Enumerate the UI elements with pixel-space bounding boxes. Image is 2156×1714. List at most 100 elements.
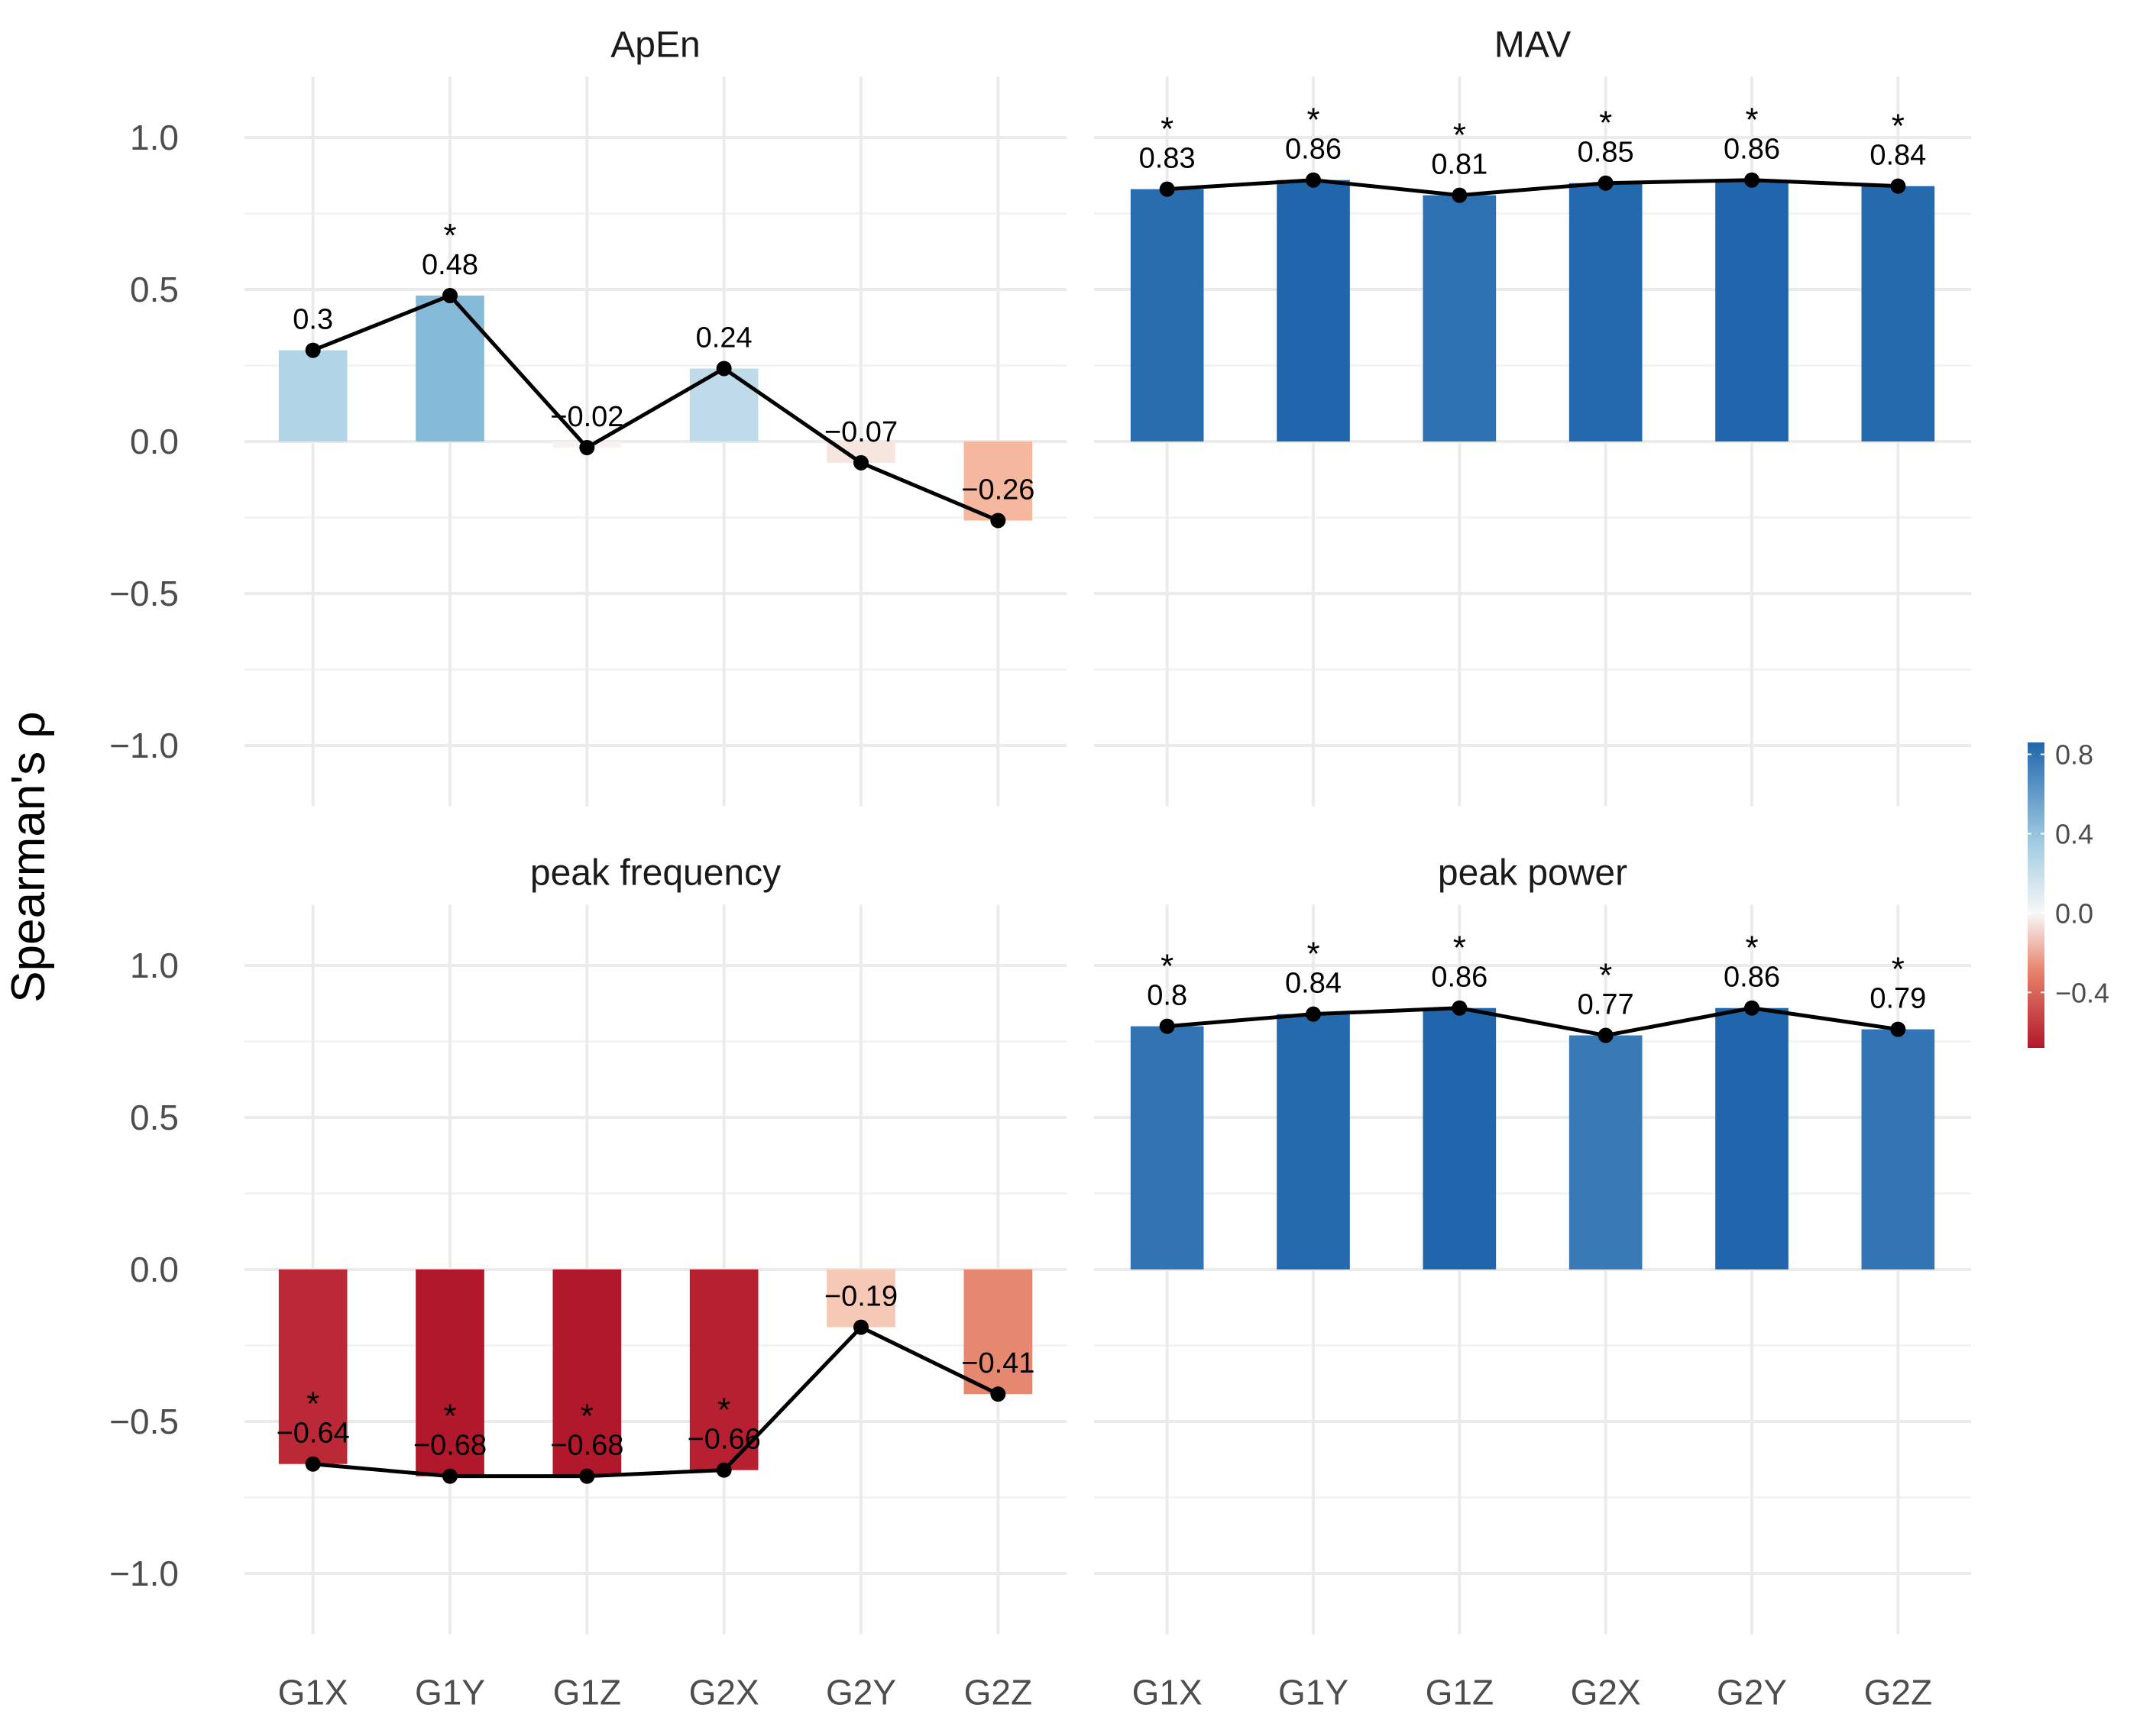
data-point-G1X	[1159, 181, 1175, 197]
data-point-G1Y	[1306, 172, 1321, 188]
legend-tick-label: 0.4	[2055, 818, 2093, 849]
value-label: −0.41	[961, 1347, 1034, 1379]
facet-title: ApEn	[610, 24, 700, 65]
data-point-G2Y	[853, 454, 869, 471]
fill-legend: 0.8 0.4 0.0 −0.4	[2028, 739, 2109, 1048]
facet-title: peak power	[1438, 852, 1627, 893]
bar-G2Y	[1715, 179, 1789, 441]
bar-G1Y	[1277, 1014, 1350, 1269]
bar-G2X	[1568, 1035, 1643, 1269]
bar-G1X	[278, 1269, 348, 1464]
significance-marker: *	[1892, 951, 1905, 988]
data-point-G1Z	[579, 439, 595, 455]
legend-tick-label: 0.0	[2055, 897, 2093, 929]
x-tick-label: G1Z	[1426, 1673, 1494, 1712]
significance-marker: *	[1892, 108, 1905, 145]
significance-marker: *	[443, 1398, 456, 1435]
data-point-G2Y	[853, 1319, 869, 1335]
y-tick-label: 0.0	[130, 1250, 179, 1289]
x-tick-label: G2X	[689, 1673, 759, 1712]
value-label: 0.84	[1285, 968, 1342, 1000]
significance-marker: *	[1161, 948, 1173, 985]
y-tick-label: −1.0	[109, 726, 179, 765]
x-tick-label: G2X	[1571, 1673, 1641, 1712]
data-point-G2Y	[1744, 1000, 1759, 1016]
bar-G1X	[1130, 1026, 1204, 1269]
legend-tick-label: −0.4	[2055, 977, 2109, 1008]
y-tick-label: 1.0	[130, 118, 179, 157]
data-point-G1Y	[442, 287, 458, 303]
bar-G2Y	[827, 1269, 895, 1328]
x-tick-label: G2Y	[826, 1673, 896, 1712]
significance-marker: *	[1453, 117, 1466, 154]
trend-line	[1167, 178, 1899, 198]
data-point-G2Z	[1890, 1021, 1906, 1037]
y-tick-label: 1.0	[130, 946, 179, 985]
bar-G2X	[689, 368, 759, 441]
facet-panels: ApEn1.00.50.0−0.5−1.00.30.48*−0.020.24−0…	[109, 24, 1971, 1712]
value-label: −0.07	[824, 416, 898, 448]
bar-G2Y	[1715, 1007, 1789, 1269]
value-label: 0.3	[293, 304, 333, 336]
y-axis-title: Spearman's ρ	[2, 711, 55, 1002]
data-point-G1X	[1159, 1018, 1175, 1034]
data-point-G1Z	[1452, 1000, 1468, 1016]
x-tick-label: G2Z	[1864, 1673, 1932, 1712]
value-label: 0.83	[1139, 143, 1196, 175]
data-point-G1Z	[1452, 187, 1468, 203]
value-label: 0.48	[422, 249, 478, 281]
y-tick-label: −0.5	[109, 574, 179, 613]
significance-marker: *	[1161, 111, 1173, 148]
significance-marker: *	[1745, 930, 1758, 967]
significance-marker: *	[581, 1398, 594, 1435]
bar-G2Z	[963, 1269, 1033, 1395]
significance-marker: *	[1306, 936, 1319, 973]
value-label: 0.77	[1578, 989, 1634, 1021]
facet-title: MAV	[1494, 24, 1571, 65]
data-point-G2X	[1598, 175, 1614, 191]
significance-marker: *	[1599, 105, 1612, 142]
facet-2: peak frequency 1.0 0.5 0.0 −0.5 −1.0 G1X G1Y G1Z…	[109, 852, 1067, 1712]
significance-marker: *	[1453, 930, 1466, 967]
significance-marker: *	[443, 217, 456, 254]
bar-G2Z	[1861, 1029, 1935, 1269]
significance-marker: *	[1599, 957, 1612, 994]
y-tick-label: 0.0	[130, 422, 179, 461]
value-label: 0.24	[696, 322, 753, 354]
bar-G1Y	[416, 295, 484, 441]
x-tick-label: G1Y	[1278, 1673, 1348, 1712]
bar-G2X	[1568, 183, 1643, 441]
value-label: −0.02	[550, 401, 623, 433]
y-tick-label: 0.5	[130, 270, 179, 309]
bar-G1X	[1130, 189, 1204, 441]
data-point-G2Z	[1890, 178, 1906, 194]
data-point-G1Y	[442, 1468, 458, 1484]
x-tick-label: G1X	[278, 1673, 348, 1712]
significance-marker: *	[717, 1392, 730, 1429]
data-point-G1Z	[579, 1468, 595, 1484]
data-point-G1X	[305, 1456, 321, 1472]
value-label: 0.79	[1870, 983, 1926, 1015]
bar-G1Z	[1423, 1007, 1497, 1269]
data-point-G1X	[305, 342, 321, 358]
trend-line	[1167, 1006, 1899, 1038]
value-label: 0.86	[1431, 962, 1488, 994]
legend-colorbar	[2028, 742, 2044, 1048]
value-label: −0.64	[277, 1418, 350, 1450]
value-label: 0.81	[1431, 149, 1488, 181]
value-label: −0.68	[550, 1430, 623, 1462]
value-label: 0.86	[1285, 134, 1342, 166]
x-tick-label: G2Y	[1717, 1673, 1787, 1712]
value-label: 0.84	[1870, 140, 1926, 172]
data-point-G2X	[1598, 1027, 1614, 1043]
value-label: −0.26	[961, 474, 1034, 506]
bar-G1Z	[552, 1269, 622, 1476]
x-tick-label: G1X	[1132, 1673, 1203, 1712]
bar-G1Y	[1277, 179, 1350, 441]
significance-marker: *	[1306, 102, 1319, 139]
bar-G2Z	[963, 441, 1033, 521]
value-label: −0.68	[413, 1430, 487, 1462]
y-tick-label: −0.5	[109, 1402, 179, 1441]
value-label: 0.8	[1147, 980, 1187, 1012]
